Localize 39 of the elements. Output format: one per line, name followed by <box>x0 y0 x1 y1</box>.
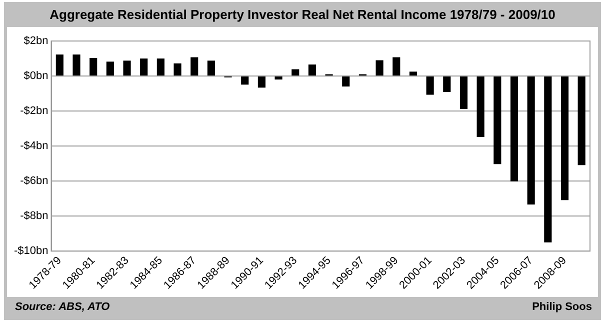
y-tick-label: -$2bn <box>20 105 48 118</box>
y-tick-label: $0bn <box>24 70 48 82</box>
bar <box>72 54 80 76</box>
y-tick-label: -$6bn <box>20 175 48 188</box>
bar <box>274 76 282 80</box>
bar <box>426 76 434 95</box>
bar <box>527 76 535 205</box>
bar <box>494 76 502 164</box>
source-note: Source: ABS, ATO <box>15 300 110 315</box>
bar <box>409 72 418 76</box>
y-tick-label: $2bn <box>24 35 48 48</box>
bar <box>174 63 182 76</box>
bar <box>560 76 569 200</box>
bar <box>544 76 552 242</box>
bar <box>510 76 518 182</box>
bar <box>578 76 586 166</box>
y-tick-label: -$10bn <box>14 245 48 258</box>
bar <box>376 60 384 76</box>
bar <box>207 60 215 76</box>
bar <box>292 69 300 76</box>
bar <box>258 76 266 88</box>
bar <box>342 76 350 87</box>
bar <box>156 58 164 76</box>
bar <box>241 76 249 85</box>
bar <box>308 64 316 76</box>
bar <box>123 60 131 76</box>
bar <box>476 76 484 137</box>
text: Philip Soos <box>532 300 592 315</box>
y-tick-label: -$8bn <box>20 210 48 222</box>
bar <box>460 76 468 109</box>
bar <box>443 76 451 92</box>
y-tick-label: -$4bn <box>20 140 48 152</box>
bar <box>56 54 64 76</box>
bar <box>392 57 400 76</box>
bar <box>190 57 198 76</box>
chart-title: Aggregate Residential Property Investor Real Net Rental Income 1978/79 - 2009/10 <box>7 5 598 27</box>
bar <box>140 58 148 76</box>
bar <box>106 62 114 76</box>
bar <box>90 58 98 76</box>
